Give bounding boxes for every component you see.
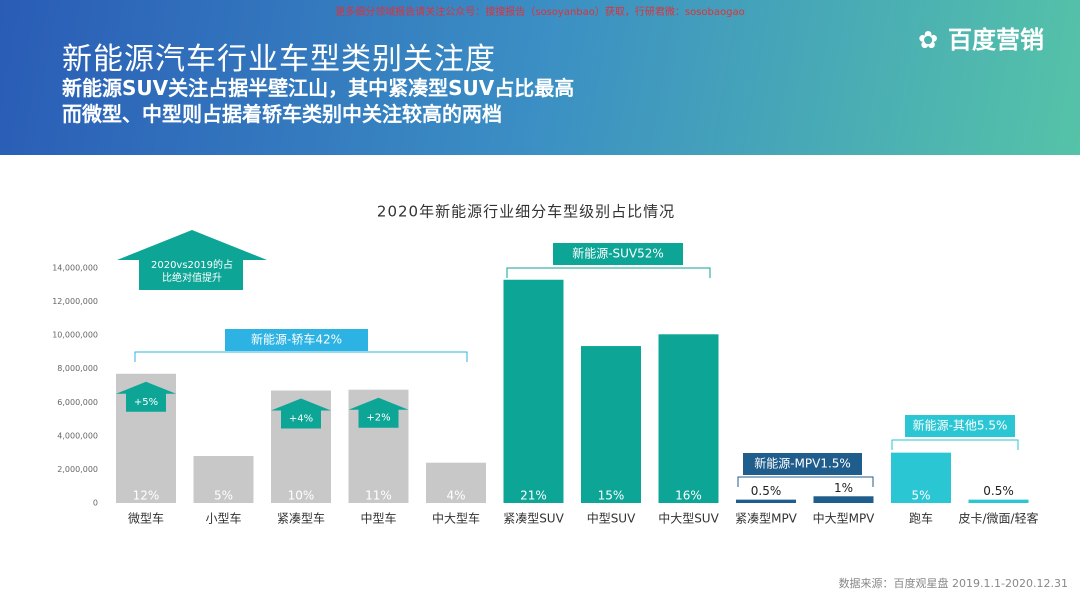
increase-label: +2% <box>366 413 390 424</box>
bar-label: 21% <box>520 489 547 503</box>
y-tick-label: 8,000,000 <box>57 364 98 373</box>
x-tick-label: 紧凑型SUV <box>503 512 564 526</box>
subtitle: 而微型、中型则占据着轿车类别中关注较高的两档 <box>62 102 502 126</box>
bar <box>736 499 796 503</box>
bar <box>813 496 874 503</box>
bar-label: 11% <box>365 489 392 503</box>
group-box <box>743 453 862 475</box>
header-banner <box>0 0 1080 155</box>
bar <box>426 462 486 503</box>
bar-label: 0.5% <box>983 484 1014 498</box>
group-label: 新能源-SUV52% <box>572 246 664 261</box>
slide-title: 新能源汽车行业车型类别关注度 <box>62 42 496 77</box>
x-tick-label: 跑车 <box>909 511 933 526</box>
bar <box>891 452 951 503</box>
x-tick-label: 中大型车 <box>432 511 480 526</box>
x-tick-label: 微型车 <box>128 511 164 526</box>
group-box <box>905 415 1015 437</box>
bar-label: 5% <box>911 489 930 503</box>
group-box <box>225 329 368 351</box>
logo-text: 百度营销 <box>948 26 1044 54</box>
bar <box>193 456 254 503</box>
increase-label: +5% <box>134 397 158 408</box>
bar <box>503 279 564 503</box>
bar-label: 4% <box>446 489 465 503</box>
bar <box>658 334 719 503</box>
bar-label: 1% <box>834 481 853 495</box>
x-tick-label: 中型SUV <box>587 511 636 526</box>
x-tick-label: 紧凑型MPV <box>735 512 798 526</box>
source: 数据来源：百度观星盘 2019.1.1-2020.12.31 <box>839 576 1068 590</box>
group-bracket <box>737 476 874 487</box>
group-bracket <box>891 439 1019 450</box>
y-tick-label: 2,000,000 <box>57 465 98 474</box>
y-tick-label: 6,000,000 <box>57 398 98 407</box>
x-tick-label: 中大型MPV <box>813 511 876 526</box>
chart-title: 2020年新能源行业细分车型级别占比情况 <box>377 203 675 221</box>
increase-arrow <box>271 398 331 429</box>
group-bracket <box>134 351 468 362</box>
arrow-note-text: 比绝对值提升 <box>162 271 222 284</box>
increase-arrow <box>348 397 409 428</box>
group-label: 新能源-MPV1.5% <box>754 456 851 471</box>
y-tick-label: 12,000,000 <box>52 297 98 306</box>
bar-label: 15% <box>598 489 625 503</box>
bar-label: 16% <box>675 489 702 503</box>
bar-label: 5% <box>214 489 233 503</box>
watermark: 更多细分领域报告请关注公众号：搜搜报告（sosoyanbao）获取，行研君微：s… <box>335 7 745 18</box>
group-label: 新能源-其他5.5% <box>913 418 1008 433</box>
y-tick-label: 14,000,000 <box>52 264 98 273</box>
increase-arrow <box>116 381 176 412</box>
bar-label: 12% <box>133 489 160 503</box>
group-bracket <box>506 267 711 278</box>
bar <box>581 346 641 503</box>
bar-label: 0.5% <box>751 484 782 498</box>
bar <box>968 499 1029 503</box>
group-box <box>553 243 683 265</box>
bar-label: 10% <box>288 489 315 503</box>
subtitle: 新能源SUV关注占据半壁江山，其中紧凑型SUV占比最高 <box>62 76 575 100</box>
arrow-note-text: 2020vs2019的占 <box>151 258 233 271</box>
x-tick-label: 小型车 <box>205 511 241 526</box>
y-tick-label: 4,000,000 <box>57 431 98 440</box>
logo: ✿ 百度营销 <box>918 26 1044 54</box>
x-tick-label: 中大型SUV <box>658 511 719 526</box>
increase-label: +4% <box>289 414 313 425</box>
x-tick-label: 中型车 <box>360 511 396 526</box>
y-tick-label: 10,000,000 <box>52 331 98 340</box>
group-label: 新能源-轿车42% <box>251 332 342 347</box>
arrow-note <box>117 230 267 290</box>
x-tick-label: 紧凑型车 <box>277 511 325 526</box>
y-tick-label: 0 <box>93 499 98 508</box>
x-tick-label: 皮卡/微面/轻客 <box>958 511 1038 526</box>
